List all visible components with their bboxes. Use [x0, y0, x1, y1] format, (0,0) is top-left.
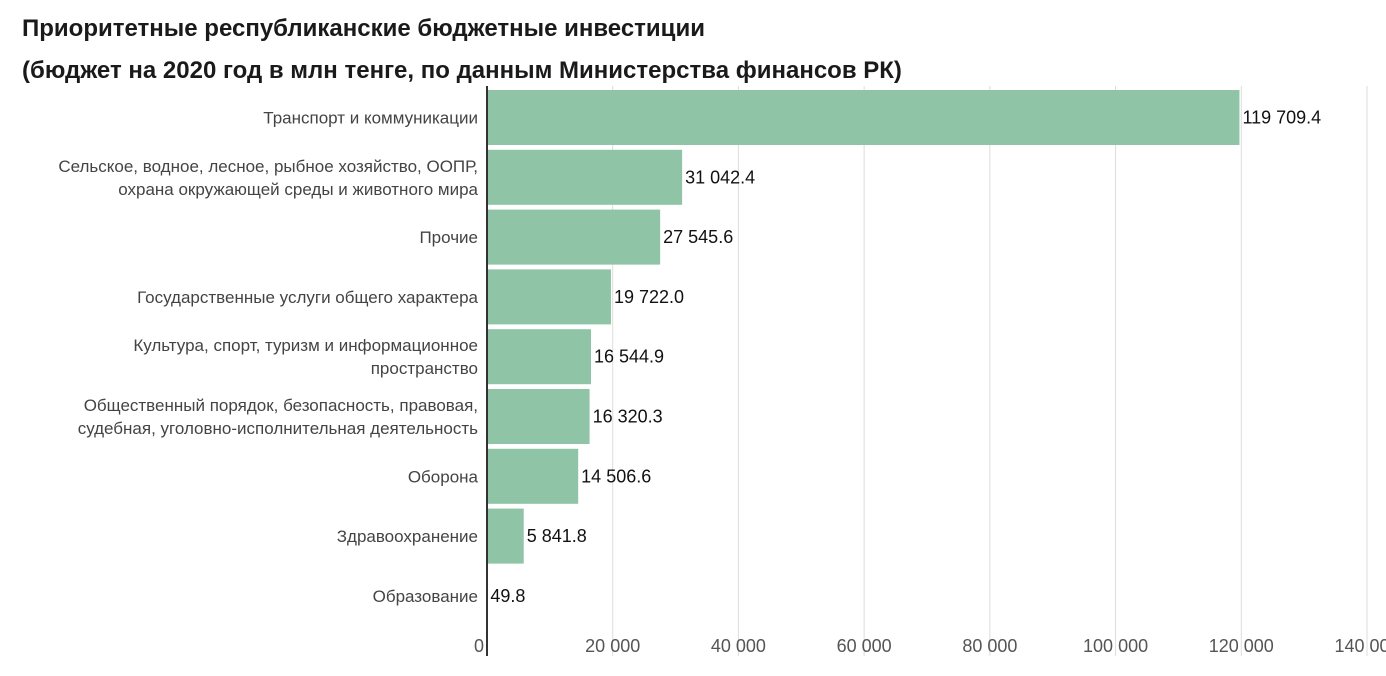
category-label: Оборона — [408, 467, 479, 486]
value-label: 19 722.0 — [614, 287, 684, 307]
value-label: 14 506.6 — [581, 466, 651, 486]
chart-title: Приоритетные республиканские бюджетные и… — [22, 15, 705, 42]
category-label: Сельское, водное, лесное, рыбное хозяйст… — [58, 157, 478, 199]
value-label: 31 042.4 — [685, 167, 755, 187]
category-label: Прочие — [419, 228, 478, 247]
value-label: 16 320.3 — [593, 407, 663, 427]
x-tick-label: 100 000 — [1083, 636, 1148, 656]
category-label: Транспорт и коммуникации — [263, 109, 478, 128]
value-label: 49.8 — [490, 586, 525, 606]
x-tick-label: 60 000 — [837, 636, 892, 656]
category-label: Образование — [373, 587, 478, 606]
value-label: 27 545.6 — [663, 227, 733, 247]
bar — [487, 389, 590, 444]
value-label: 16 544.9 — [594, 347, 664, 367]
value-label: 5 841.8 — [527, 526, 587, 546]
x-tick-label: 140 000 — [1334, 636, 1386, 656]
x-tick-label: 80 000 — [962, 636, 1017, 656]
x-tick-label: 20 000 — [585, 636, 640, 656]
bar — [487, 448, 579, 504]
bar — [487, 269, 611, 325]
category-label: Здравоохранение — [337, 527, 478, 546]
x-tick-label: 40 000 — [711, 636, 766, 656]
category-label: Культура, спорт, туризм и информационное… — [133, 336, 478, 378]
x-tick-label: 120 000 — [1209, 636, 1274, 656]
category-label: Общественный порядок, безопасность, прав… — [78, 396, 478, 438]
bar — [487, 209, 661, 265]
category-label: Государственные услуги общего характера — [137, 288, 478, 307]
bar — [487, 149, 683, 205]
chart-title-block: Приоритетные республиканские бюджетные и… — [22, 8, 1362, 92]
chart-subtitle: (бюджет на 2020 год в млн тенге, по данн… — [22, 57, 902, 84]
bar — [487, 90, 1240, 145]
value-label: 119 709.4 — [1242, 108, 1321, 128]
x-tick-label: 0 — [474, 636, 484, 656]
bar — [487, 329, 591, 385]
bar — [487, 508, 524, 564]
